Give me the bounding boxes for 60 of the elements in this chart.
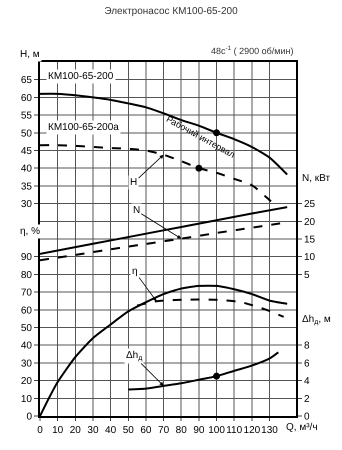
y-tick-label: 20 [20,376,32,388]
x-tick-label: 0 [37,424,44,436]
y2-axis-title: N, кВт [302,173,330,184]
y-tick-label: 0 [26,412,32,422]
series-label: КМ100-65-200а [48,122,120,133]
y-tick-label: 90 [20,252,32,264]
y-tick-label: 60 [20,92,32,104]
annotation: H [130,177,138,188]
y2-tick-label: 0 [304,412,310,422]
y2-tick-label: 8 [304,340,310,352]
x-tick-label: 70 [158,424,170,436]
x-tick-label: 40 [105,424,117,436]
x-tick-label: 90 [193,424,205,436]
line-series [40,206,288,255]
x-tick-label: 100 [208,424,226,436]
x-tick-label: 120 [244,424,261,436]
y-tick-label: 50 [20,323,32,334]
y2-axis-title: Δh$_{д}$, м [302,314,331,326]
series-label: КМ100-65-200 [48,71,114,82]
y-tick-label: 70 [20,288,32,299]
y2-tick-label: 4 [304,376,310,388]
x-tick-label: 30 [87,424,99,436]
y-tick-label: 30 [20,199,32,210]
y-tick-label: 30 [20,358,32,370]
x-tick-label: 60 [140,424,152,436]
x-axis-title: Q, м³/ч [286,422,318,433]
x-tick-label: 20 [70,424,82,436]
annotation: Δh$_{д}$ [126,350,142,362]
y-tick-label: 40 [20,164,32,175]
line-series [40,92,288,176]
y-tick-label: 60 [20,305,32,316]
y-tick-label: 65 [20,75,32,86]
y-tick-label: 10 [20,394,32,405]
x-tick-label: 50 [122,424,134,436]
y-tick-label: 80 [20,270,32,281]
x-tick-label: 10 [52,424,64,436]
y2-tick-label: 15 [304,234,316,246]
y-tick-label: 55 [20,110,32,122]
y-axis-title: η, % [20,226,40,237]
y-tick-label: 35 [20,181,32,192]
y2-tick-label: 2 [304,394,310,405]
x-tick-label: 130 [261,424,278,436]
y2-tick-label: 10 [304,252,316,264]
y2-tick-label: 25 [304,199,316,210]
chart-subtitle: 48с$^{-1}$ ( 2900 об/мин) [211,45,294,56]
y-tick-label: 40 [20,340,32,352]
annotation: η [132,266,138,277]
y2-tick-label: 20 [304,216,316,228]
line-series [40,222,282,262]
x-tick-label: 80 [176,424,188,436]
y-axis-title: H, м [20,49,40,60]
annotation: N [133,205,140,216]
y2-tick-label: 5 [304,270,310,281]
chart-title: Электронасос КМ100-65-200 [104,6,238,17]
line-series [136,298,285,318]
y2-tick-label: 6 [304,358,310,370]
y-tick-label: 45 [20,146,32,157]
y-tick-label: 50 [20,128,32,140]
line-series [127,351,280,390]
x-tick-label: 110 [226,424,243,436]
